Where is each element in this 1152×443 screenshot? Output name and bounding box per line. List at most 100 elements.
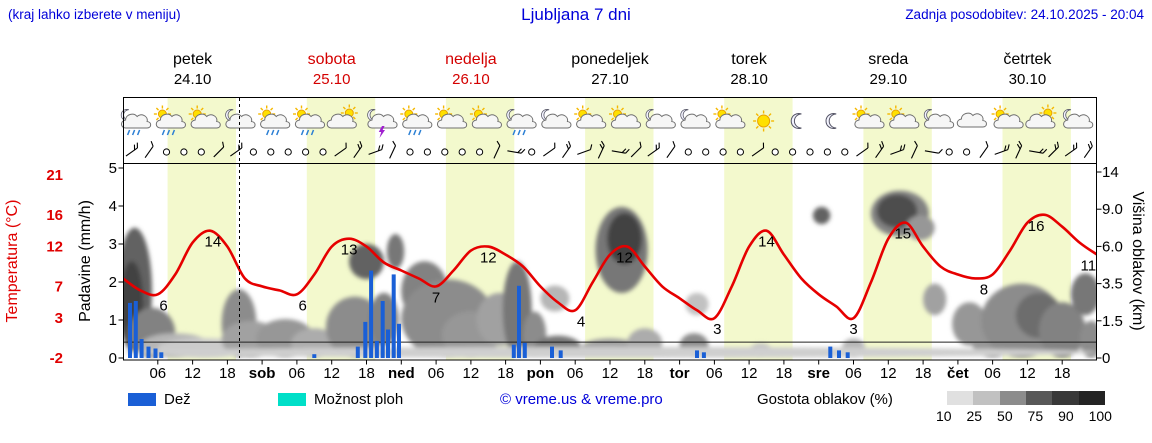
- wind-barb-icon: [611, 148, 630, 154]
- svg-text:18: 18: [219, 365, 236, 382]
- calm-wind-icon: [180, 148, 188, 156]
- wind-barb-icon: [1048, 141, 1059, 158]
- calm-wind-icon: [702, 148, 710, 156]
- svg-text:1: 1: [109, 312, 117, 329]
- day-name: petek: [173, 51, 213, 68]
- svg-text:sob: sob: [249, 365, 276, 382]
- scale-cell: [1078, 391, 1105, 405]
- wind-barb-icon: [647, 142, 660, 157]
- svg-text:14: 14: [1102, 164, 1119, 181]
- sun-cloud-icon: [574, 105, 607, 129]
- sun-cloud-icon: [435, 105, 468, 129]
- scale-cell: [947, 391, 974, 405]
- svg-text:7: 7: [432, 289, 440, 306]
- sun-cloud-icon: [713, 105, 746, 129]
- scale-value: 100: [1088, 408, 1112, 424]
- svg-text:4: 4: [577, 313, 585, 330]
- day-date: 25.10: [313, 71, 351, 88]
- moon-cloud-icon: [680, 109, 711, 129]
- cloud-density-legend-label: Gostota oblakov (%): [757, 391, 893, 408]
- svg-text:ned: ned: [388, 365, 415, 382]
- wind-barb-icon: [353, 141, 363, 159]
- svg-text:18: 18: [776, 365, 793, 382]
- svg-text:06: 06: [567, 365, 584, 382]
- svg-text:06: 06: [845, 365, 862, 382]
- rain-legend-swatch: [128, 393, 156, 406]
- svg-text:12: 12: [46, 239, 63, 256]
- showers-legend-swatch: [278, 393, 306, 406]
- day-date: 28.10: [730, 71, 768, 88]
- svg-text:2: 2: [109, 274, 117, 291]
- copyright-link[interactable]: © vreme.us & vreme.pro: [500, 391, 663, 408]
- wind-barb-icon: [230, 142, 243, 157]
- temperature-axis-ticks: 21 16 12 7 3 -2: [46, 167, 63, 367]
- wind-barb-icon: [751, 142, 765, 157]
- svg-text:21: 21: [46, 167, 63, 184]
- sun-cloud-icon: [469, 105, 502, 129]
- calm-wind-icon: [789, 148, 797, 156]
- scale-value: 25: [966, 408, 983, 424]
- svg-text:9.0: 9.0: [1102, 201, 1123, 218]
- calm-wind-icon: [319, 148, 327, 156]
- svg-text:12: 12: [602, 365, 619, 382]
- cloud-axis-ticks: 14 9.0 6.0 3.5 1.5 0: [1102, 164, 1123, 367]
- scale-cell: [973, 391, 1000, 405]
- wind-barb-icon: [507, 148, 526, 154]
- calm-wind-icon: [162, 148, 171, 156]
- moon-icon: [825, 113, 837, 129]
- moon-cloud-icon: [645, 109, 676, 129]
- page-title: Ljubljana 7 dni: [521, 5, 631, 24]
- scale-value: 75: [1027, 408, 1044, 424]
- calm-wind-icon: [963, 148, 971, 156]
- svg-text:12: 12: [323, 365, 340, 382]
- moon-cloud-icon: [1062, 109, 1094, 129]
- sun-cloud-icon: [609, 105, 642, 129]
- wind-barb-icon: [577, 144, 593, 155]
- wind-barb-icon: [368, 144, 384, 155]
- scale-cell: [1052, 391, 1079, 405]
- scale-value: 90: [1058, 408, 1074, 424]
- day-date: 26.10: [452, 71, 490, 88]
- calm-wind-icon: [441, 148, 449, 156]
- wind-barb-icon: [1015, 140, 1023, 159]
- day-name: sobota: [308, 51, 356, 68]
- wind-symbols-row: [125, 140, 1093, 159]
- cloud-density-scale-values: 10 25 50 75 90 100: [936, 408, 1112, 424]
- calm-wind-icon: [302, 148, 310, 156]
- svg-text:12: 12: [880, 365, 897, 382]
- cloud-sun-icon: [326, 104, 358, 129]
- svg-text:5: 5: [109, 160, 117, 177]
- cloud-sun-icon: [1025, 104, 1057, 129]
- calm-wind-icon: [267, 148, 275, 156]
- wind-barb-icon: [856, 142, 869, 157]
- svg-text:6: 6: [299, 297, 307, 314]
- calm-wind-icon: [841, 148, 849, 156]
- wind-barb-icon: [144, 141, 154, 159]
- wind-barb-icon: [334, 142, 347, 157]
- wind-barb-icon: [666, 141, 676, 159]
- calm-wind-icon: [736, 148, 745, 156]
- cloud-cover-layer: [123, 190, 1097, 359]
- svg-text:11: 11: [1081, 258, 1097, 275]
- day-name: četrtek: [1003, 51, 1052, 68]
- wind-barb-icon: [1029, 148, 1048, 154]
- svg-text:-2: -2: [50, 350, 63, 367]
- svg-text:16: 16: [46, 207, 63, 224]
- calm-wind-icon: [458, 148, 466, 156]
- svg-text:16: 16: [1028, 218, 1045, 235]
- cloud-axis-title: Višina oblakov (km): [1129, 191, 1146, 330]
- svg-text:18: 18: [1054, 365, 1071, 382]
- svg-text:18: 18: [636, 365, 653, 382]
- svg-text:12: 12: [741, 365, 758, 382]
- rain-legend-label: Dež: [164, 391, 191, 408]
- day-name: ponedeljek: [571, 51, 649, 68]
- wind-barb-icon: [562, 141, 572, 159]
- svg-text:1.5: 1.5: [1102, 313, 1123, 330]
- wind-barb-icon: [875, 141, 885, 159]
- svg-text:0: 0: [109, 350, 117, 367]
- calm-wind-icon: [284, 148, 292, 156]
- svg-text:14: 14: [758, 234, 775, 251]
- svg-text:pon: pon: [527, 365, 555, 382]
- svg-text:3: 3: [849, 321, 857, 338]
